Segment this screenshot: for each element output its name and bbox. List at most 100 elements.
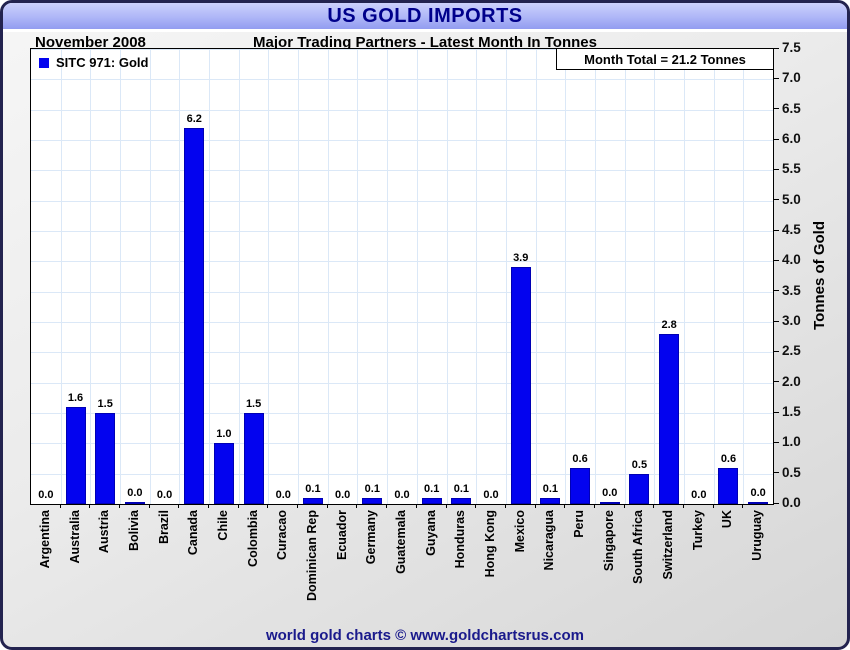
bar-value-label: 0.1 [424,482,440,495]
y-tick [774,47,779,49]
v-gridline [179,49,181,504]
x-axis-label: Chile [213,510,233,628]
y-tick [774,472,779,474]
bar-germany [362,497,383,504]
y-tick-label: 5.5 [782,161,801,177]
h-gridline [31,140,773,141]
v-gridline [298,49,300,504]
v-gridline [327,49,329,504]
y-tick-label: 3.5 [782,282,801,298]
h-gridline [31,473,773,475]
x-axis-label-text: Germany [364,510,379,565]
y-tick-label: 4.5 [782,222,801,237]
x-axis-label: Hong Kong [480,510,500,628]
x-axis-label: Uruguay [747,510,767,628]
h-gridline [31,231,773,232]
x-tick [445,504,447,508]
bar-value-label: 3.9 [513,252,529,265]
x-axis-label: Nicaragua [539,510,559,628]
y-tick-label: 5.0 [782,191,801,207]
x-axis-label: Honduras [450,510,470,628]
period-label: November 2008 [35,34,146,51]
bar-guyana [421,497,442,504]
bar-uk [718,467,739,504]
x-tick [415,504,417,508]
y-tick-label: 3.0 [782,313,801,328]
bar-south-africa [629,473,650,504]
bar-value-label: 2.8 [661,319,677,332]
bar-australia [65,406,86,504]
bar-value-label: 1.5 [97,398,113,410]
v-gridline [624,49,626,504]
chart-title: US GOLD IMPORTS [327,4,523,27]
x-tick [297,504,299,508]
y-tick [774,168,779,170]
x-axis-label-text: Colombia [245,510,260,567]
x-axis-label: Ecuador [332,510,352,628]
bar-switzerland [659,334,680,504]
bar-value-label: 0.5 [631,458,648,471]
x-axis-label-text: Uruguay [750,510,765,561]
v-gridline [535,49,537,504]
h-gridline [31,170,773,172]
x-axis-label-text: Switzerland [661,510,676,580]
x-tick [326,504,328,508]
legend-label: SITC 971: Gold [56,55,149,70]
v-gridline [565,49,567,504]
x-axis-label: Australia [65,510,85,628]
x-tick [623,504,625,508]
bar-chile [213,443,234,504]
bar-singapore [599,501,620,504]
x-tick [712,504,714,508]
bar-bolivia [124,501,145,504]
x-axis-label-text: UK [720,510,735,529]
y-tick [774,77,779,79]
v-gridline [209,49,211,504]
x-tick [564,504,566,508]
plot-area: SITC 971: Gold Month Total = 21.2 Tonnes… [30,48,774,505]
x-axis-label: South Africa [628,510,648,628]
x-axis-label: Singapore [599,510,619,628]
x-tick [237,504,239,508]
bar-value-label: 1.5 [245,398,262,410]
bar-value-label: 0.0 [602,486,618,499]
y-tick-label: 0.0 [782,495,801,510]
bar-value-label: 6.2 [186,112,202,125]
y-tick-label: 7.0 [782,70,801,86]
x-tick [148,504,150,508]
x-tick [742,504,744,508]
bar-dominican-rep [302,497,323,504]
bar-value-label: 0.1 [305,482,321,495]
x-axis-label: Germany [361,510,381,628]
v-gridline [60,49,62,504]
h-gridline [31,79,773,81]
x-axis-label-text: Guyana [423,510,438,556]
x-axis-label-text: Brazil [156,510,171,545]
x-axis-label-text: Chile [215,510,230,541]
v-gridline [416,49,418,504]
y-tick [774,138,779,140]
v-gridline [268,49,270,504]
y-tick-label: 6.5 [782,100,801,116]
y-tick [774,502,779,504]
x-axis-label: Curacao [272,510,292,628]
y-tick [774,259,779,261]
y-tick-label: 1.0 [782,434,801,450]
v-gridline [594,49,596,504]
x-tick [208,504,210,508]
bar-value-label: 0.0 [275,489,291,501]
v-gridline [654,49,656,504]
x-axis-label: Turkey [688,510,708,628]
bar-value-label: 0.1 [453,482,469,495]
y-tick-label: 7.5 [782,40,801,55]
x-axis-label-text: Argentina [37,510,52,569]
x-axis-label-text: Singapore [601,510,616,572]
h-gridline [31,261,773,263]
bar-value-label: 0.0 [156,489,173,501]
h-gridline [31,200,773,202]
x-axis-label-text: Turkey [690,510,705,551]
v-gridline [149,49,151,504]
x-axis-label: Switzerland [658,510,678,628]
legend-swatch [39,57,49,68]
bar-nicaragua [540,497,561,504]
